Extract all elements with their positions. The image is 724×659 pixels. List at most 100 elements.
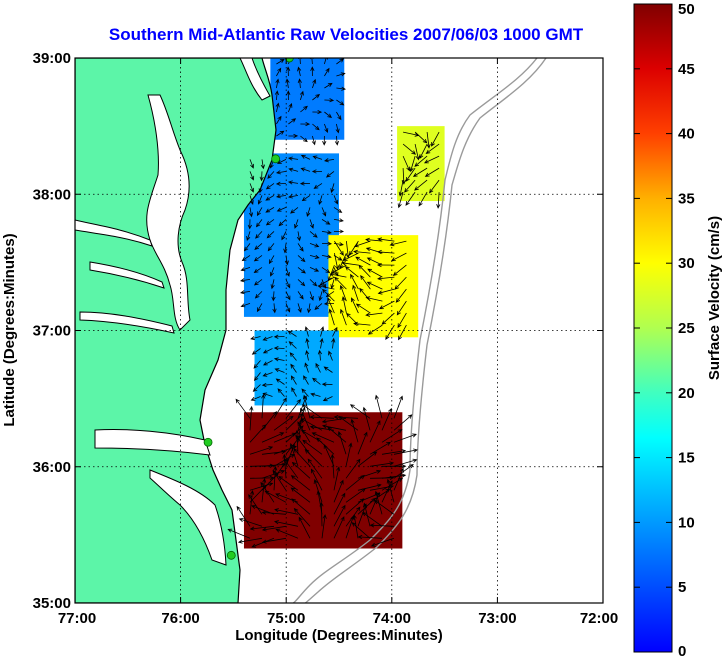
velocity-region-north-shelf: [270, 58, 345, 140]
velocity-arrow: [249, 405, 254, 431]
velocity-arrow: [282, 453, 287, 479]
velocity-arrow: [336, 111, 342, 121]
velocity-arrow: [267, 171, 275, 179]
velocity-arrow: [283, 458, 299, 479]
velocity-arrow: [377, 288, 395, 295]
velocity-arrow: [393, 395, 403, 419]
velocity-arrow: [322, 288, 335, 302]
velocity-arrow: [333, 504, 346, 527]
velocity-arrow: [336, 58, 345, 65]
velocity-arrow: [241, 255, 251, 262]
velocity-arrow: [297, 303, 302, 313]
velocity-arrow: [261, 477, 267, 503]
velocity-arrow: [261, 525, 287, 532]
velocity-arrow: [323, 366, 333, 373]
velocity-arrow: [288, 194, 299, 199]
velocity-arrow: [405, 167, 416, 182]
velocity-arrow: [288, 118, 297, 125]
velocity-arrow: [414, 144, 420, 161]
velocity-arrow: [290, 363, 297, 373]
velocity-arrow: [333, 492, 346, 515]
velocity-arrow: [246, 231, 251, 241]
velocity-arrow: [266, 231, 275, 239]
velocity-arrow: [303, 375, 309, 385]
velocity-region-northeast-corner: [397, 126, 445, 202]
velocity-arrow: [275, 78, 280, 89]
colorbar-tick-label: 5: [678, 579, 686, 596]
x-tick-label: 73:00: [478, 610, 516, 627]
velocity-arrow: [299, 181, 311, 186]
velocity-arrow: [327, 297, 335, 314]
velocity-arrow: [312, 94, 321, 101]
velocity-arrow: [249, 525, 275, 531]
velocity-arrow: [297, 66, 302, 77]
velocity-arrow: [312, 377, 321, 385]
velocity-arrow: [367, 268, 383, 278]
velocity-arrow: [276, 130, 285, 137]
velocity-arrow: [297, 78, 302, 89]
y-axis-label: Latitude (Degrees:Minutes): [1, 233, 18, 426]
velocity-arrow: [333, 195, 339, 205]
velocity-arrow: [409, 155, 416, 173]
velocity-arrow: [297, 267, 306, 274]
velocity-arrow: [321, 219, 331, 225]
velocity-arrow: [414, 179, 428, 191]
velocity-arrow: [285, 291, 291, 301]
velocity-arrow: [305, 337, 310, 349]
velocity-arrow: [286, 90, 291, 101]
velocity-arrow: [239, 290, 251, 295]
velocity-arrow: [310, 66, 315, 77]
velocity-arrow: [271, 291, 276, 302]
velocity-arrow: [381, 464, 407, 469]
y-tick-label: 36:00: [33, 459, 71, 476]
velocity-arrow: [336, 86, 347, 91]
velocity-arrow: [366, 281, 383, 290]
velocity-arrow: [312, 109, 323, 115]
velocity-arrow: [255, 219, 263, 228]
colorbar-tick-label: 30: [678, 255, 695, 272]
velocity-arrow: [297, 421, 311, 443]
velocity-arrow: [321, 382, 333, 387]
velocity-arrow: [249, 195, 254, 205]
velocity-arrow: [260, 159, 265, 170]
velocity-arrow: [369, 523, 395, 528]
velocity-arrow: [309, 231, 318, 238]
velocity-arrow: [414, 155, 428, 167]
velocity-arrow: [412, 167, 428, 177]
velocity-arrow: [310, 392, 321, 397]
velocity-arrow: [267, 243, 275, 252]
velocity-arrow: [297, 255, 306, 263]
velocity-arrow: [235, 398, 251, 419]
rappahannock-river: [89, 261, 165, 289]
velocity-arrow: [253, 267, 263, 274]
velocity-arrow: [333, 516, 345, 539]
velocity-arrow: [309, 243, 320, 248]
velocity-arrow: [265, 195, 275, 201]
colorbar: 0 5 10 15 20 25 30 35 40 45 50 Surface Velocity (c…: [633, 1, 723, 659]
velocity-arrow: [238, 518, 263, 527]
velocity-arrow: [261, 537, 287, 544]
velocity-arrow: [261, 510, 287, 515]
velocity-arrow: [302, 394, 311, 419]
velocity-arrow: [262, 392, 273, 397]
site-hatteras-marker: [226, 550, 236, 560]
velocity-arrow: [293, 448, 311, 467]
velocity-arrow: [324, 82, 333, 89]
velocity-arrow: [262, 372, 273, 377]
velocity-arrow: [334, 253, 340, 271]
colorbar-gradient: [633, 3, 673, 653]
velocity-arrow: [337, 431, 347, 455]
velocity-arrow: [273, 415, 294, 431]
velocity-arrow: [313, 183, 323, 189]
velocity-arrow: [265, 183, 275, 190]
velocity-arrow: [353, 249, 371, 254]
y-tick-label: 39:00: [33, 50, 71, 67]
colorbar-tick-label: 10: [678, 514, 695, 531]
velocity-arrow: [321, 241, 333, 246]
velocity-arrow: [397, 191, 404, 209]
velocity-arrow: [360, 275, 371, 290]
velocity-arrow: [322, 135, 327, 146]
velocity-arrow: [296, 231, 302, 242]
velocity-arrow: [338, 415, 359, 431]
velocity-arrow: [341, 261, 359, 266]
